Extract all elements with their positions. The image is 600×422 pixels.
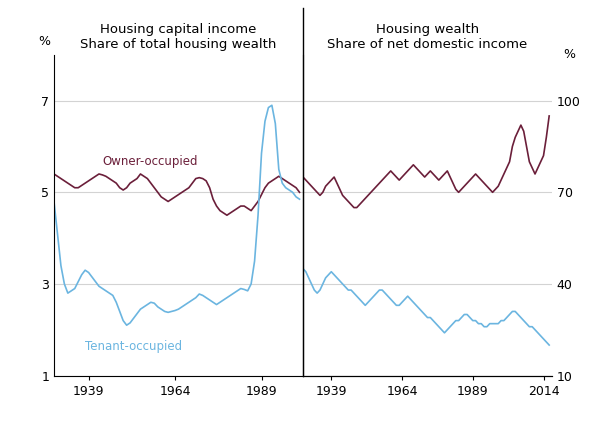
Text: Owner-occupied: Owner-occupied: [103, 155, 198, 168]
Y-axis label: %: %: [38, 35, 50, 49]
Title: Housing wealth
Share of net domestic income: Housing wealth Share of net domestic inc…: [328, 23, 527, 51]
Title: Housing capital income
Share of total housing wealth: Housing capital income Share of total ho…: [80, 23, 277, 51]
Text: Tenant-occupied: Tenant-occupied: [85, 341, 182, 353]
Y-axis label: %: %: [563, 49, 575, 62]
